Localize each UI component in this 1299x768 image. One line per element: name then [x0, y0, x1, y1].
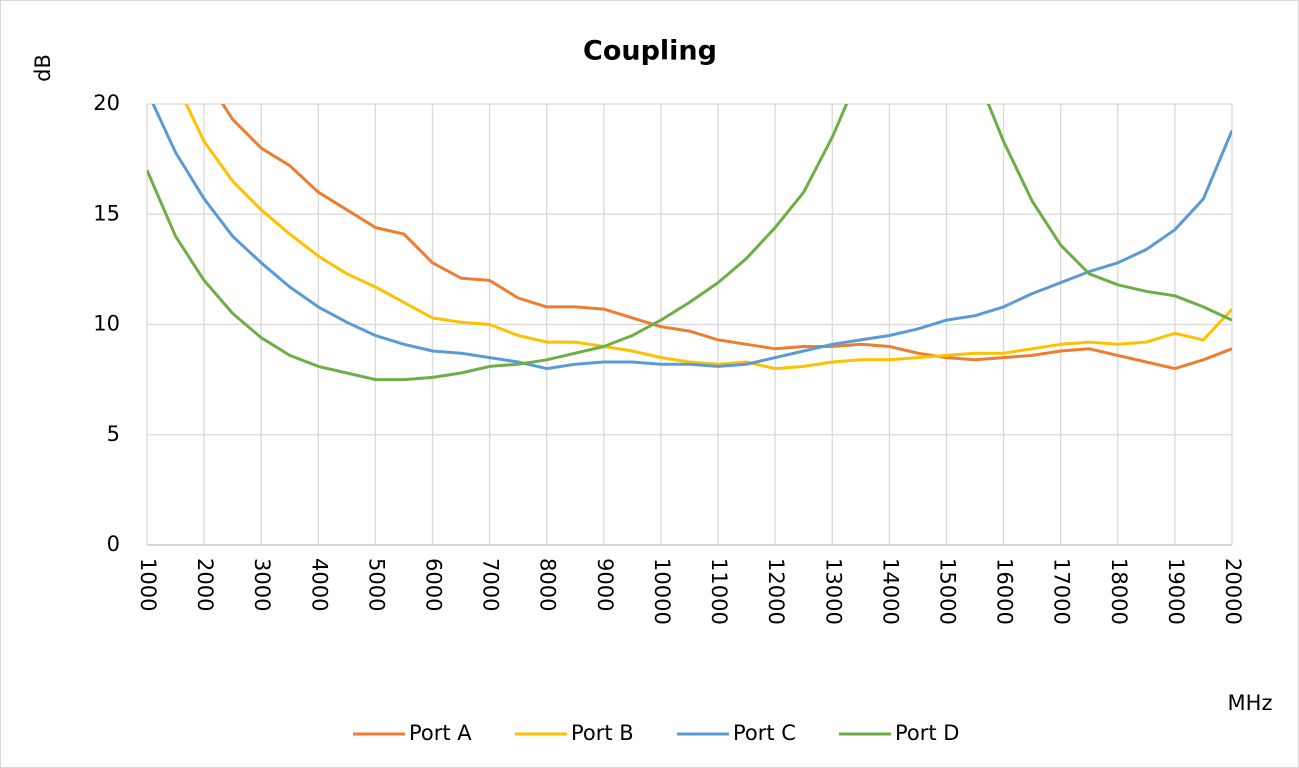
x-tick-label: 8000 — [536, 558, 560, 611]
y-axis-label: dB — [31, 54, 55, 82]
legend-label: Port A — [409, 721, 472, 745]
x-tick-label: 16000 — [993, 558, 1017, 625]
x-tick-label: 10000 — [650, 558, 674, 625]
y-tick-label: 5 — [107, 422, 120, 446]
x-tick-label: 6000 — [422, 558, 446, 611]
x-tick-label: 19000 — [1164, 558, 1188, 625]
legend-label: Port D — [895, 721, 959, 745]
x-tick-label: 11000 — [707, 558, 731, 625]
x-tick-label: 1000 — [136, 558, 160, 611]
x-tick-label: 20000 — [1221, 558, 1245, 625]
x-tick-label: 18000 — [1107, 558, 1131, 625]
x-tick-label: 9000 — [593, 558, 617, 611]
x-tick-label: 12000 — [764, 558, 788, 625]
x-axis-label: MHz — [1228, 691, 1273, 715]
plot-area — [147, 104, 1232, 382]
x-tick-label: 15000 — [935, 558, 959, 625]
legend-label: Port B — [571, 721, 634, 745]
x-tick-label: 13000 — [821, 558, 845, 625]
series-line — [147, 104, 1232, 382]
x-tick-label: 17000 — [1050, 558, 1074, 625]
series-line — [151, 104, 1232, 371]
chart-title: Coupling — [583, 36, 717, 67]
y-tick-label: 20 — [93, 91, 120, 115]
y-tick-label: 15 — [93, 201, 120, 225]
series-line — [184, 104, 1232, 371]
y-tick-label: 0 — [107, 532, 120, 556]
y-tick-label: 10 — [93, 312, 120, 336]
x-tick-label: 4000 — [307, 558, 331, 611]
x-tick-label: 5000 — [364, 558, 388, 611]
x-tick-label: 2000 — [193, 558, 217, 611]
x-tick-label: 7000 — [479, 558, 503, 611]
series-line — [220, 104, 1232, 371]
x-tick-label: 3000 — [250, 558, 274, 611]
x-tick-label: 14000 — [878, 558, 902, 625]
legend-label: Port C — [733, 721, 796, 745]
